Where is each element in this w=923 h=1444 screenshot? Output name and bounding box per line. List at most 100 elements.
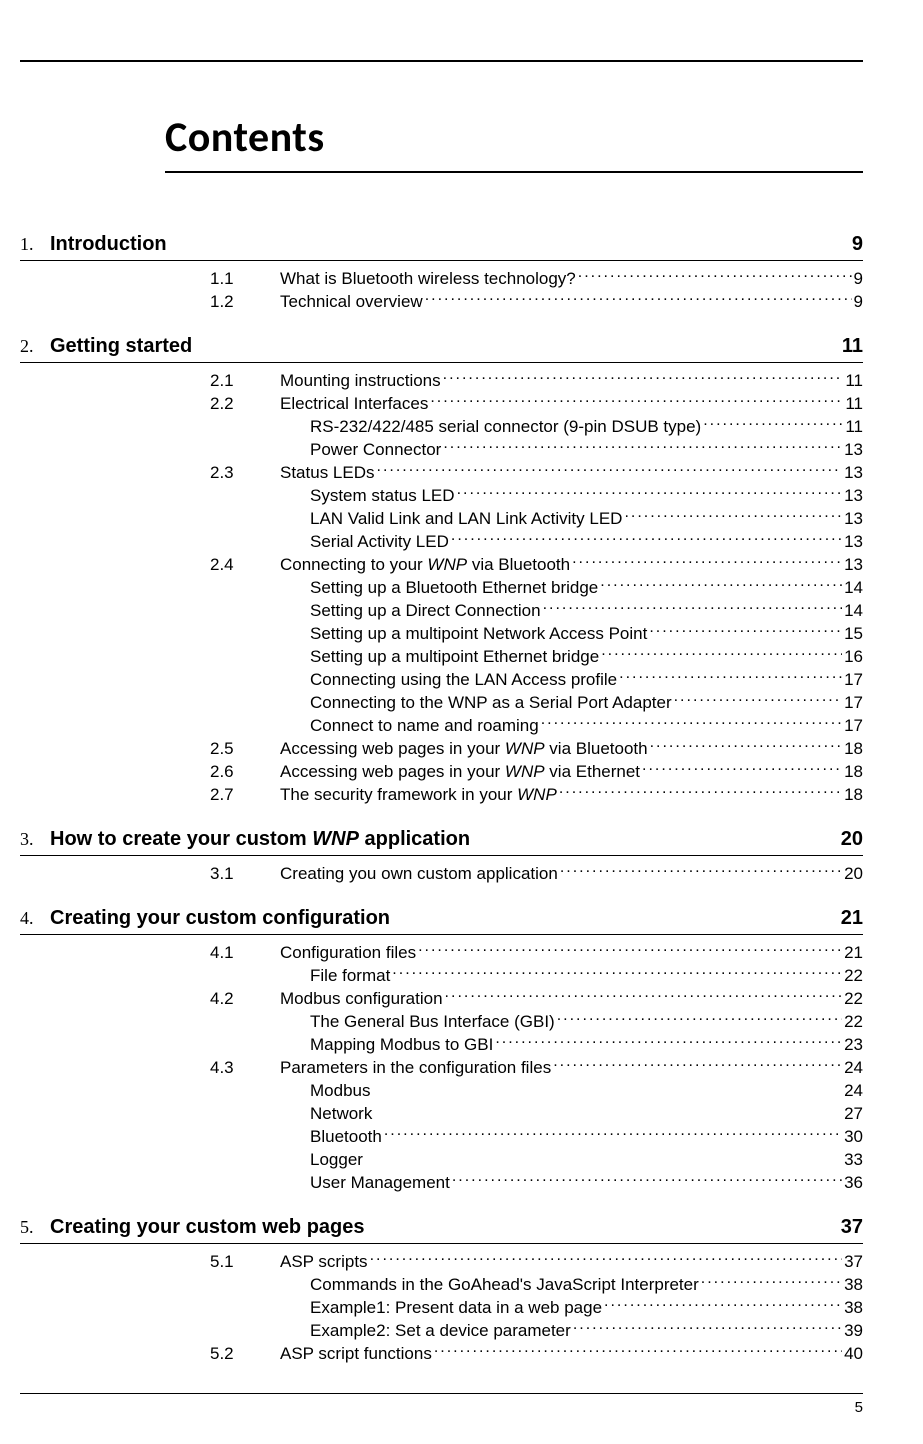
entry-number: 2.2: [210, 393, 280, 415]
chapter-title: How to create your custom WNP applicatio…: [50, 828, 841, 851]
chapter-title: Getting started: [50, 335, 842, 358]
chapter-number: 5.: [20, 1217, 50, 1238]
leader-dots: [370, 1250, 843, 1267]
entry-page: 27: [844, 1103, 863, 1125]
chapter-entries: 3.1Creating you own custom application20: [210, 862, 863, 885]
leader-dots: [619, 668, 842, 685]
leader-dots: [703, 415, 843, 432]
leader-dots: [553, 1056, 842, 1073]
leader-dots: [578, 267, 852, 284]
chapter-page: 11: [842, 335, 863, 358]
entry-label: Connecting to your WNP via Bluetooth: [280, 554, 570, 576]
chapter-heading: 2.Getting started11: [20, 335, 863, 363]
page-title: Contents: [165, 112, 863, 163]
entry-label: Creating you own custom application: [280, 863, 558, 885]
toc-entry: 2.7The security framework in your WNP18: [210, 783, 863, 806]
toc-subentry: Setting up a multipoint Ethernet bridge1…: [210, 645, 863, 668]
toc-entry: 4.3Parameters in the configuration files…: [210, 1056, 863, 1079]
entry-label: Example2: Set a device parameter: [310, 1320, 571, 1342]
toc-entry: 1.1What is Bluetooth wireless technology…: [210, 267, 863, 290]
entry-page: 9: [854, 291, 863, 313]
chapter-entries: 4.1Configuration files21File format224.2…: [210, 941, 863, 1194]
entry-page: 22: [844, 1011, 863, 1033]
leader-dots: [650, 737, 842, 754]
entry-label: What is Bluetooth wireless technology?: [280, 268, 576, 290]
chapter-number: 4.: [20, 908, 50, 929]
toc-entry: 3.1Creating you own custom application20: [210, 862, 863, 885]
leader-dots: [560, 862, 842, 879]
entry-page: 36: [844, 1172, 863, 1194]
leader-dots: [642, 760, 842, 777]
leader-dots: [559, 783, 842, 800]
leader-dots: [377, 461, 843, 478]
entry-page: 13: [844, 508, 863, 530]
leader-dots: [649, 622, 842, 639]
entry-label: Parameters in the configuration files: [280, 1057, 551, 1079]
chapter-page: 37: [841, 1216, 863, 1239]
toc-entry: 2.4Connecting to your WNP via Bluetooth1…: [210, 553, 863, 576]
chapter-heading: 4.Creating your custom configuration21: [20, 907, 863, 935]
table-of-contents: 1.Introduction91.1What is Bluetooth wire…: [20, 233, 863, 1365]
entry-number: 2.7: [210, 784, 280, 806]
toc-subentry: File format22: [210, 964, 863, 987]
toc-entry: 5.2ASP script functions40: [210, 1342, 863, 1365]
entry-page: 21: [844, 942, 863, 964]
toc-subentry: Setting up a Direct Connection14: [210, 599, 863, 622]
entry-label: File format: [310, 965, 390, 987]
entry-label: Accessing web pages in your WNP via Ethe…: [280, 761, 640, 783]
entry-number: 2.1: [210, 370, 280, 392]
entry-label: Network: [310, 1103, 372, 1125]
entry-page: 18: [844, 738, 863, 760]
entry-label: LAN Valid Link and LAN Link Activity LED: [310, 508, 622, 530]
entry-number: 4.3: [210, 1057, 280, 1079]
chapter-title: Creating your custom web pages: [50, 1216, 841, 1239]
chapter: 5.Creating your custom web pages37 5.1ASP…: [20, 1216, 863, 1365]
chapter-entries: 1.1What is Bluetooth wireless technology…: [210, 267, 863, 313]
leader-dots: [372, 1079, 838, 1096]
entry-label: Technical overview: [280, 291, 423, 313]
toc-entry: 5.1ASP scripts37: [210, 1250, 863, 1273]
entry-number: 2.5: [210, 738, 280, 760]
toc-subentry: Modbus24: [210, 1079, 863, 1102]
chapter: 1.Introduction91.1What is Bluetooth wire…: [20, 233, 863, 313]
entry-number: 4.2: [210, 988, 280, 1010]
toc-subentry: Logger33: [210, 1148, 863, 1171]
leader-dots: [443, 438, 842, 455]
chapter: 2.Getting started11 2.1Mounting instructi…: [20, 335, 863, 806]
title-underline: [165, 171, 863, 173]
entry-label: Bluetooth: [310, 1126, 382, 1148]
leader-dots: [443, 369, 844, 386]
toc-subentry: Connecting using the LAN Access profile1…: [210, 668, 863, 691]
leader-dots: [418, 941, 842, 958]
entry-page: 9: [854, 268, 863, 290]
toc-entry: 4.2Modbus configuration22: [210, 987, 863, 1010]
entry-label: System status LED: [310, 485, 455, 507]
entry-page: 24: [844, 1080, 863, 1102]
leader-dots: [600, 576, 842, 593]
entry-label: The security framework in your WNP: [280, 784, 557, 806]
entry-label: Connecting using the LAN Access profile: [310, 669, 617, 691]
leader-dots: [495, 1033, 842, 1050]
toc-subentry: Setting up a multipoint Network Access P…: [210, 622, 863, 645]
chapter-entries: 5.1ASP scripts37Commands in the GoAhead'…: [210, 1250, 863, 1365]
entry-label: Commands in the GoAhead's JavaScript Int…: [310, 1274, 699, 1296]
leader-dots: [384, 1125, 842, 1142]
entry-page: 17: [844, 692, 863, 714]
toc-subentry: Serial Activity LED13: [210, 530, 863, 553]
entry-label: Electrical Interfaces: [280, 393, 428, 415]
entry-page: 24: [844, 1057, 863, 1079]
entry-page: 11: [845, 416, 863, 438]
entry-label: Power Connector: [310, 439, 441, 461]
toc-subentry: LAN Valid Link and LAN Link Activity LED…: [210, 507, 863, 530]
entry-page: 23: [844, 1034, 863, 1056]
entry-label: RS-232/422/485 serial connector (9-pin D…: [310, 416, 701, 438]
toc-subentry: Network 27: [210, 1102, 863, 1125]
entry-label: ASP scripts: [280, 1251, 368, 1273]
leader-dots: [604, 1296, 842, 1313]
entry-number: 1.1: [210, 268, 280, 290]
entry-label: Setting up a multipoint Ethernet bridge: [310, 646, 599, 668]
entry-label: Connecting to the WNP as a Serial Port A…: [310, 692, 672, 714]
leader-dots: [451, 530, 842, 547]
entry-number: 5.2: [210, 1343, 280, 1365]
toc-entry: 2.1Mounting instructions11: [210, 369, 863, 392]
